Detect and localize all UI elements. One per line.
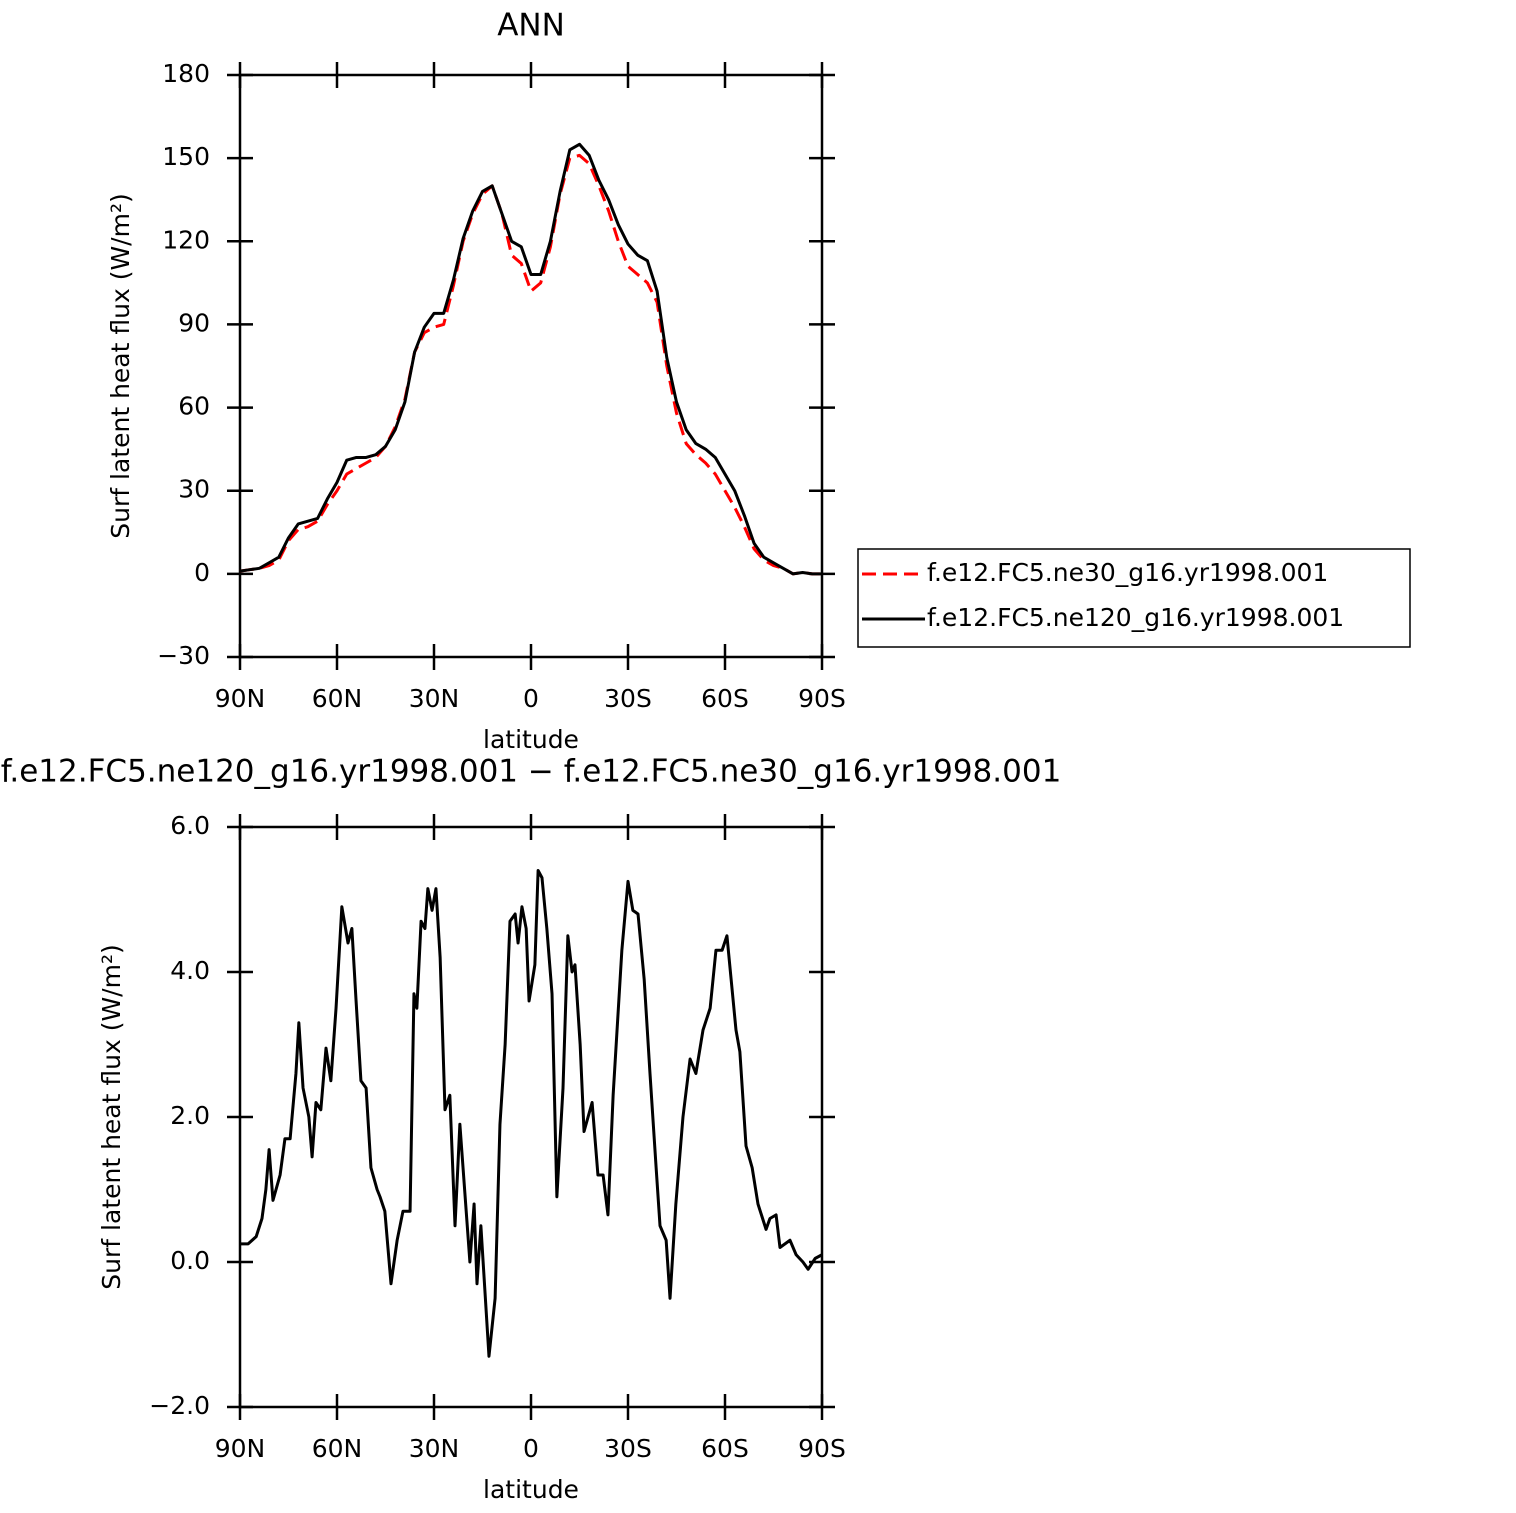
- x-tick-label: 30S: [604, 684, 652, 713]
- plot-frame: [238, 73, 824, 659]
- x-tick-label: 60N: [312, 684, 363, 713]
- y-tick-label: 180: [162, 59, 210, 88]
- y-tick-label: 60: [178, 392, 210, 421]
- y-tick-label: −2.0: [149, 1391, 210, 1420]
- y-tick-label: 2.0: [170, 1101, 210, 1130]
- y-tick-label: 0: [194, 558, 210, 587]
- x-tick-label: 0: [523, 1434, 539, 1463]
- y-tick-label: 120: [162, 225, 210, 254]
- x-tick-label: 90N: [215, 1434, 266, 1463]
- chart-title: f.e12.FC5.ne120_g16.yr1998.001 − f.e12.F…: [1, 754, 1062, 790]
- y-tick-label: 90: [178, 308, 210, 337]
- y-tick-label: 4.0: [170, 956, 210, 985]
- x-axis-label: latitude: [483, 725, 579, 754]
- x-axis-label: latitude: [483, 1475, 579, 1504]
- x-tick-label: 30N: [409, 684, 460, 713]
- y-tick-label: 0.0: [170, 1246, 210, 1275]
- y-tick-label: 6.0: [170, 811, 210, 840]
- x-tick-label: 90S: [798, 684, 846, 713]
- chart-title: ANN: [497, 8, 565, 44]
- legend-label: f.e12.FC5.ne120_g16.yr1998.001: [927, 603, 1344, 632]
- x-tick-label: 30N: [409, 1434, 460, 1463]
- data-line: [240, 869, 823, 1358]
- legend: f.e12.FC5.ne30_g16.yr1998.001 f.e12.FC5.n…: [857, 548, 1411, 648]
- data-line: [239, 142, 822, 576]
- x-tick-label: 90N: [215, 684, 266, 713]
- x-tick-label: 60S: [701, 684, 749, 713]
- y-axis-label: Surf latent heat flux (W/m²): [106, 193, 135, 538]
- legend-label: f.e12.FC5.ne30_g16.yr1998.001: [927, 558, 1328, 587]
- plot-frame: [238, 825, 824, 1409]
- y-axis-label: Surf latent heat flux (W/m²): [97, 944, 126, 1289]
- x-tick-label: 60N: [312, 1434, 363, 1463]
- x-tick-label: 90S: [798, 1434, 846, 1463]
- x-tick-label: 0: [523, 684, 539, 713]
- y-tick-label: −30: [157, 641, 210, 670]
- data-line: [239, 153, 822, 576]
- legend-box: [857, 548, 1411, 648]
- y-tick-label: 150: [162, 142, 210, 171]
- x-tick-label: 30S: [604, 1434, 652, 1463]
- y-tick-label: 30: [178, 475, 210, 504]
- x-tick-label: 60S: [701, 1434, 749, 1463]
